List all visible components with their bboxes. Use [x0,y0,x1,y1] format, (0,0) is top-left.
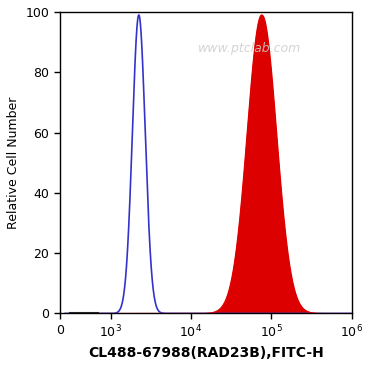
Text: www.ptclab.com: www.ptclab.com [198,41,301,55]
Y-axis label: Relative Cell Number: Relative Cell Number [7,97,20,229]
X-axis label: CL488-67988(RAD23B),FITC-H: CL488-67988(RAD23B),FITC-H [88,346,323,360]
